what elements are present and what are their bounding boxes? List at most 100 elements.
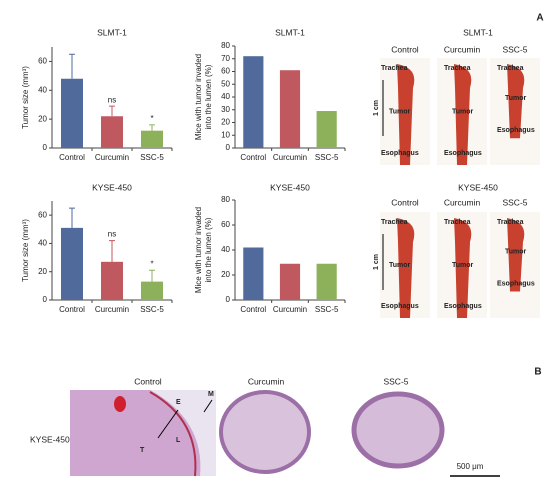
bar bbox=[316, 263, 337, 300]
lumen bbox=[150, 390, 216, 476]
y-tick-label: 30 bbox=[221, 105, 230, 114]
arrow bbox=[203, 399, 213, 413]
tag: Trachea bbox=[444, 65, 471, 72]
column-label: Control bbox=[134, 376, 162, 386]
tag: Esophagus bbox=[497, 127, 535, 134]
bar bbox=[101, 116, 123, 148]
epithelium bbox=[149, 391, 197, 477]
tag: E bbox=[176, 399, 181, 406]
y-tick-label: 0 bbox=[226, 143, 231, 152]
tissue bbox=[507, 218, 525, 292]
error-bar bbox=[109, 105, 115, 117]
y-tick-label: 40 bbox=[38, 85, 47, 94]
row-label: KYSE-450 bbox=[30, 434, 70, 444]
column-label: Curcumin bbox=[444, 197, 481, 207]
tissue bbox=[454, 218, 472, 318]
column-label: SSC-5 bbox=[383, 376, 408, 386]
row-title: KYSE-450 bbox=[458, 182, 498, 192]
tag: T bbox=[140, 447, 145, 454]
chart-title: SLMT-1 bbox=[275, 27, 305, 37]
x-tick-label: Curcumin bbox=[273, 305, 307, 314]
tag: Tumor bbox=[452, 262, 474, 269]
tissue bbox=[507, 64, 525, 139]
y-tick-label: 80 bbox=[221, 41, 230, 50]
x-tick-label: Curcumin bbox=[95, 305, 129, 314]
error-bar bbox=[149, 124, 155, 131]
tag: Trachea bbox=[497, 65, 524, 72]
tag: Trachea bbox=[497, 219, 524, 226]
tag: Trachea bbox=[444, 219, 471, 226]
error-bar bbox=[109, 240, 115, 262]
chart-title: KYSE-450 bbox=[92, 182, 132, 192]
scale-label: 500 μm bbox=[457, 462, 484, 471]
tag: M bbox=[208, 391, 214, 398]
y-tick-label: 60 bbox=[38, 210, 47, 219]
y-axis-label: Tumor size (mm³) bbox=[21, 219, 30, 282]
x-tick-label: Control bbox=[59, 305, 85, 314]
histology-image bbox=[351, 391, 445, 469]
annotation: ns bbox=[108, 95, 116, 104]
column-label: SSC-5 bbox=[502, 44, 527, 54]
tissue bbox=[454, 64, 472, 165]
x-tick-label: Control bbox=[59, 153, 85, 162]
column-label: Curcumin bbox=[444, 44, 481, 54]
y-axis-label: Mice with tumor invaded bbox=[194, 207, 203, 293]
bar bbox=[279, 263, 301, 300]
y-tick-label: 20 bbox=[38, 114, 47, 123]
tag: Esophagus bbox=[381, 150, 419, 157]
y-tick-label: 60 bbox=[221, 220, 230, 229]
column-label: Curcumin bbox=[248, 376, 285, 386]
y-tick-label: 50 bbox=[221, 79, 230, 88]
tag: Esophagus bbox=[497, 280, 535, 287]
tag: Esophagus bbox=[381, 303, 419, 310]
bar bbox=[141, 130, 163, 148]
bar bbox=[61, 227, 83, 300]
tag: Esophagus bbox=[444, 150, 482, 157]
x-tick-label: Curcumin bbox=[95, 153, 129, 162]
y-tick-label: 0 bbox=[43, 295, 48, 304]
arrow bbox=[157, 409, 179, 439]
tissue bbox=[397, 64, 415, 165]
x-tick-label: Curcumin bbox=[273, 153, 307, 162]
y-tick-label: 0 bbox=[43, 143, 48, 152]
tag: Trachea bbox=[381, 65, 408, 72]
y-tick-label: 10 bbox=[221, 130, 230, 139]
y-tick-label: 0 bbox=[226, 295, 231, 304]
bar bbox=[101, 261, 123, 300]
y-tick-label: 40 bbox=[221, 92, 230, 101]
bar bbox=[316, 111, 337, 148]
error-bar bbox=[69, 207, 75, 228]
y-tick-label: 20 bbox=[221, 270, 230, 279]
histology bbox=[70, 390, 500, 477]
bar bbox=[61, 78, 83, 148]
chart-title: SLMT-1 bbox=[97, 27, 127, 37]
tissue bbox=[397, 218, 415, 318]
annotation: * bbox=[150, 259, 153, 268]
x-tick-label: SSC-5 bbox=[315, 153, 339, 162]
x-tick-label: Control bbox=[240, 153, 266, 162]
tag: Tumor bbox=[452, 108, 474, 115]
column-label: SSC-5 bbox=[502, 197, 527, 207]
annotation: ns bbox=[108, 230, 116, 239]
error-bar bbox=[149, 269, 155, 282]
y-tick-label: 20 bbox=[38, 267, 47, 276]
y-tick-label: 70 bbox=[221, 54, 230, 63]
y-tick-label: 40 bbox=[38, 239, 47, 248]
histology-image bbox=[219, 390, 311, 474]
tag: Tumor bbox=[389, 108, 411, 115]
y-axis-label: into the lumen (%) bbox=[204, 217, 213, 282]
y-tick-label: 40 bbox=[221, 245, 230, 254]
tag: Tumor bbox=[505, 95, 527, 102]
tag: Esophagus bbox=[444, 303, 482, 310]
x-tick-label: SSC-5 bbox=[140, 153, 164, 162]
error-bar bbox=[69, 53, 75, 79]
column-label: Control bbox=[391, 44, 419, 54]
bar bbox=[243, 247, 264, 300]
bar bbox=[141, 281, 163, 300]
x-tick-label: SSC-5 bbox=[140, 305, 164, 314]
bar bbox=[279, 70, 301, 148]
panel-label: B bbox=[534, 367, 541, 378]
x-tick-label: Control bbox=[240, 305, 266, 314]
column-label: Control bbox=[391, 197, 419, 207]
